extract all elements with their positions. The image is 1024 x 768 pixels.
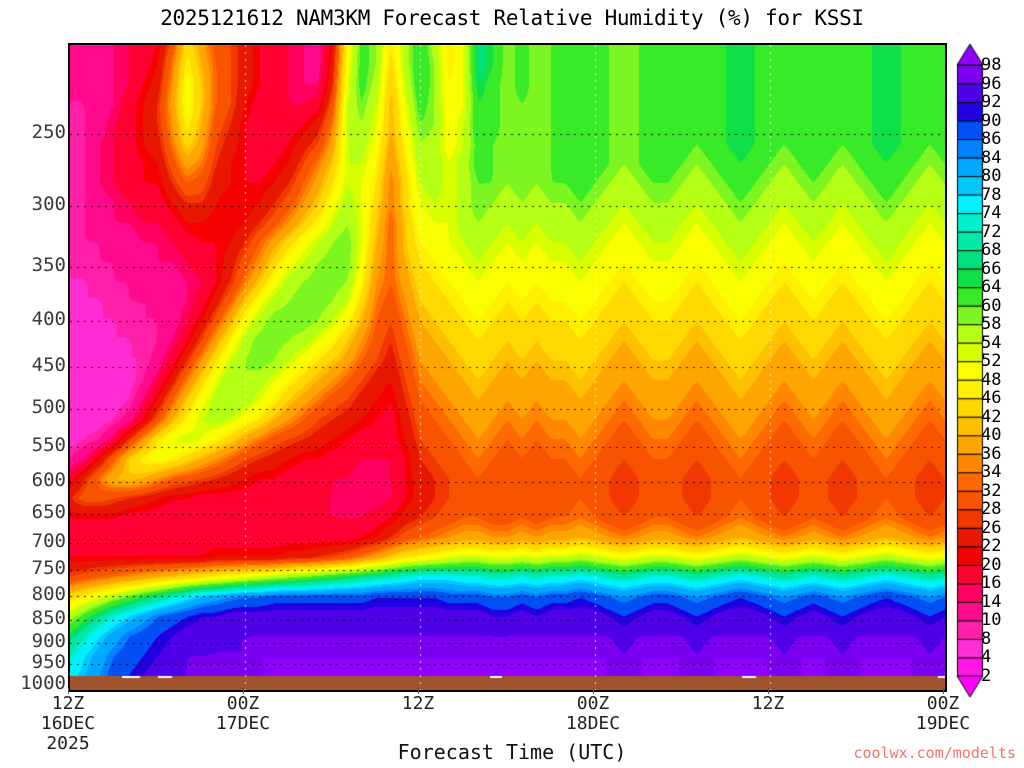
- x-axis-tick-mark: [943, 688, 944, 694]
- y-axis-tick-label: 350: [31, 254, 66, 277]
- colorbar-tick-label: 34: [981, 462, 1002, 483]
- colorbar-tick-label: 66: [981, 258, 1002, 279]
- y-axis-tick-label: 800: [31, 583, 66, 606]
- x-axis-tick-label: 00Z 18DEC: [523, 694, 663, 734]
- x-axis-title: Forecast Time (UTC): [397, 740, 627, 764]
- colorbar-tick-label: 54: [981, 332, 1002, 353]
- x-axis-tick-label: 00Z 19DEC: [873, 694, 1013, 734]
- colorbar-tick-label: 36: [981, 443, 1002, 464]
- y-axis-tick-label: 600: [31, 468, 66, 491]
- y-axis-tick-label: 850: [31, 607, 66, 630]
- x-axis-tick-label: 00Z 17DEC: [173, 694, 313, 734]
- colorbar-tick-label: 14: [981, 591, 1002, 612]
- colorbar-tick-label: 80: [981, 166, 1002, 187]
- x-axis-tick-mark: [418, 688, 419, 694]
- colorbar-tick-label: 4: [981, 647, 992, 668]
- colorbar-tick-label: 72: [981, 221, 1002, 242]
- colorbar-swatches: [955, 43, 985, 698]
- x-tick-date: 17DEC: [215, 713, 271, 734]
- x-tick-hour: 00Z: [926, 693, 960, 714]
- y-axis-tick-label: 650: [31, 500, 66, 523]
- colorbar-tick-label: 96: [981, 73, 1002, 94]
- colorbar-tick-label: 32: [981, 480, 1002, 501]
- plot-area: [68, 43, 947, 692]
- x-tick-hour: 12Z: [751, 693, 785, 714]
- x-tick-date: 18DEC: [565, 713, 621, 734]
- colorbar-tick-label: 46: [981, 388, 1002, 409]
- colorbar-tick-label: 68: [981, 240, 1002, 261]
- y-axis-tick-label: 400: [31, 307, 66, 330]
- colorbar-tick-label: 84: [981, 147, 1002, 168]
- x-tick-hour: 00Z: [576, 693, 610, 714]
- colorbar-tick-label: 2: [981, 666, 992, 686]
- y-axis-tick-label: 250: [31, 120, 66, 143]
- colorbar-tick-label: 78: [981, 184, 1002, 205]
- colorbar-tick-label: 64: [981, 277, 1002, 298]
- x-axis: 12Z 16DEC 2025 00Z 17DEC 12Z 00Z 18DEC 12Z 00Z 19D…: [41, 688, 970, 768]
- x-axis-tick-label: 12Z: [698, 694, 838, 714]
- colorbar-tick-label: 74: [981, 203, 1002, 224]
- page-title: 2025121612 NAM3KM Forecast Relative Humi…: [160, 6, 864, 30]
- colorbar-tick-label: 10: [981, 610, 1002, 631]
- colorbar-tick-label: 86: [981, 129, 1002, 150]
- y-axis-tick-label: 300: [31, 193, 66, 216]
- colorbar-tick-label: 16: [981, 573, 1002, 594]
- colorbar-tick-label: 8: [981, 628, 992, 649]
- humidity-field-canvas: [70, 45, 945, 690]
- colorbar-tick-label: 90: [981, 110, 1002, 131]
- colorbar: 98 96 92 90 86 84 80 78 74 72 68 66 64 60 58 54 52 48 46 42…: [955, 43, 1024, 698]
- x-axis-tick-mark: [243, 688, 244, 694]
- colorbar-tick-label: 60: [981, 295, 1002, 316]
- colorbar-tick-label: 42: [981, 406, 1002, 427]
- x-tick-date: 16DEC: [40, 713, 96, 734]
- x-axis-tick-label: 12Z: [348, 694, 488, 714]
- colorbar-tick-label: 98: [981, 55, 1002, 75]
- colorbar-tick-label: 40: [981, 425, 1002, 446]
- colorbar-tick-label: 58: [981, 314, 1002, 335]
- x-tick-hour: 12Z: [51, 693, 85, 714]
- x-tick-hour: 00Z: [226, 693, 260, 714]
- y-axis-tick-label: 450: [31, 354, 66, 377]
- y-axis-tick-label: 950: [31, 651, 66, 674]
- y-axis: 250 300 350 400 450 500 550 600 650 700 750 800 850 9…: [0, 43, 66, 694]
- colorbar-tick-label: 28: [981, 499, 1002, 520]
- x-axis-tick-mark: [593, 688, 594, 694]
- colorbar-tick-label: 26: [981, 517, 1002, 538]
- colorbar-tick-label: 48: [981, 369, 1002, 390]
- y-axis-tick-label: 1000: [20, 671, 66, 694]
- credit-watermark: coolwx.com/modelts: [853, 744, 1016, 762]
- y-axis-tick-label: 700: [31, 530, 66, 553]
- colorbar-tick-label: 22: [981, 536, 1002, 557]
- y-axis-tick-label: 500: [31, 396, 66, 419]
- colorbar-tick-label: 20: [981, 554, 1002, 575]
- x-tick-hour: 12Z: [401, 693, 435, 714]
- x-axis-tick-mark: [768, 688, 769, 694]
- colorbar-tick-label: 92: [981, 92, 1002, 113]
- y-axis-tick-label: 750: [31, 557, 66, 580]
- x-tick-date: 19DEC: [915, 713, 971, 734]
- x-axis-tick-label: 12Z 16DEC 2025: [0, 694, 138, 754]
- y-axis-tick-label: 550: [31, 434, 66, 457]
- y-axis-tick-label: 900: [31, 629, 66, 652]
- x-tick-year: 2025: [46, 733, 90, 754]
- x-axis-tick-mark: [68, 688, 69, 694]
- colorbar-tick-label: 52: [981, 351, 1002, 372]
